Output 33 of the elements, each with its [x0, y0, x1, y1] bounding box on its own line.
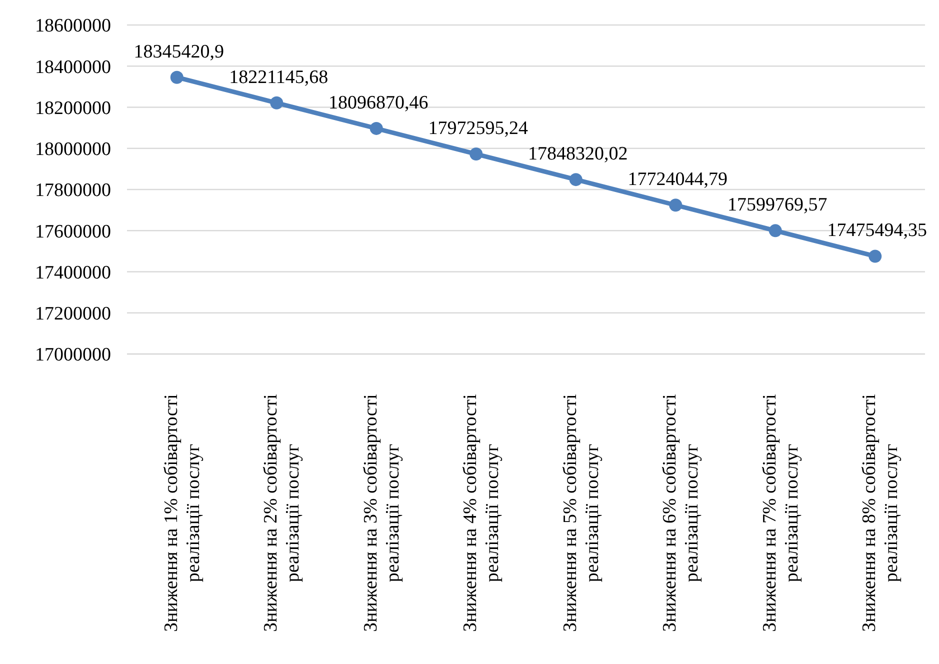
data-label: 17475494,35: [827, 220, 927, 242]
x-tick-label: Зниження на 1% собівартості реалізації послуг: [160, 394, 204, 632]
x-tick-label: Зниження на 7% собівартості реалізації послуг: [759, 394, 802, 632]
point: [370, 122, 383, 135]
x-tick-label: Зниження на 4% собівартості реалізації послуг: [460, 394, 504, 632]
y-tick-label: 18000000: [35, 139, 111, 160]
data-label: 18221145,68: [229, 66, 328, 88]
point: [270, 96, 284, 110]
y-tick-label: 17200000: [35, 304, 111, 325]
x-tick-label: Зниження на 2% собівартості реалізації послуг: [260, 394, 304, 632]
y-tick-label: 18600000: [35, 16, 111, 37]
x-tick-label: Зниження на 5% собівартості реалізації послуг: [560, 394, 603, 632]
y-tick-label: 18200000: [35, 98, 111, 119]
point: [170, 70, 184, 84]
data-label: 17972595,24: [428, 118, 528, 140]
y-tick-label: 17800000: [35, 180, 111, 202]
data-label: 17724044,79: [628, 169, 728, 190]
point: [669, 198, 682, 212]
y-tick-label: 17000000: [35, 344, 111, 366]
point: [470, 148, 483, 161]
x-tick-label: Зниження на 6% собівартості реалізації послуг: [660, 394, 703, 632]
data-label: 17848320,02: [528, 144, 628, 165]
y-tick-label: 18400000: [35, 56, 111, 78]
data-label: 18345420,9: [134, 41, 224, 62]
data-label: 17599769,57: [728, 194, 828, 216]
point: [768, 224, 782, 238]
x-tick-label: Зниження на 8% собівартості реалізації послуг: [859, 394, 902, 632]
point: [569, 173, 582, 186]
x-tick-label: Зниження на 3% собівартості реалізації послуг: [360, 394, 404, 632]
point: [868, 250, 882, 263]
y-tick-label: 17600000: [35, 221, 111, 242]
y-tick-label: 17400000: [35, 262, 111, 284]
data-label: 18096870,46: [328, 92, 428, 114]
